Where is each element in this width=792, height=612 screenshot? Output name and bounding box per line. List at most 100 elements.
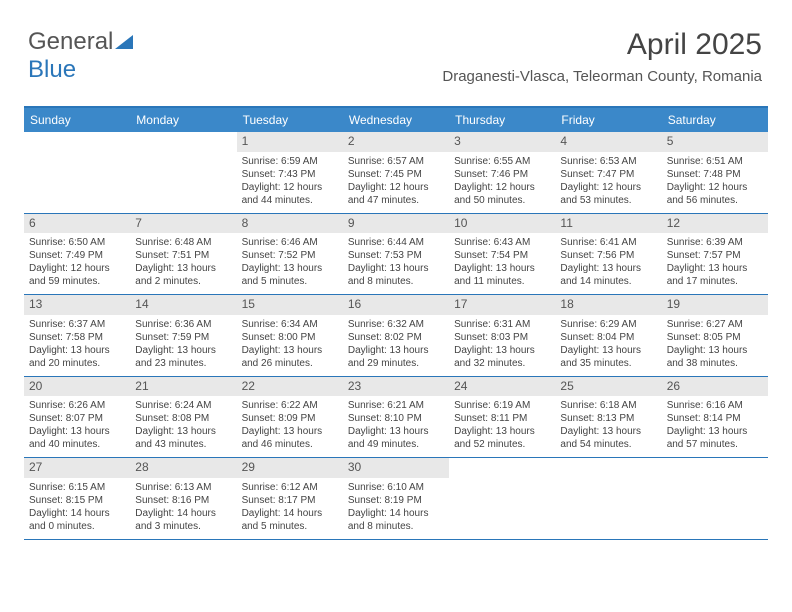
calendar-cell: 20Sunrise: 6:26 AMSunset: 8:07 PMDayligh…: [24, 377, 130, 458]
day-number: 19: [662, 295, 768, 315]
daylight-text: Daylight: 14 hours: [242, 507, 338, 520]
sunset-text: Sunset: 7:52 PM: [242, 249, 338, 262]
sunrise-text: Sunrise: 6:12 AM: [242, 481, 338, 494]
daylight-text: and 52 minutes.: [454, 438, 550, 451]
calendar-cell: [449, 458, 555, 539]
calendar-cell: 25Sunrise: 6:18 AMSunset: 8:13 PMDayligh…: [555, 377, 661, 458]
sunrise-text: Sunrise: 6:41 AM: [560, 236, 656, 249]
daylight-text: and 44 minutes.: [242, 194, 338, 207]
sunset-text: Sunset: 8:08 PM: [135, 412, 231, 425]
sunrise-text: Sunrise: 6:48 AM: [135, 236, 231, 249]
daylight-text: Daylight: 13 hours: [242, 425, 338, 438]
sunrise-text: Sunrise: 6:36 AM: [135, 318, 231, 331]
day-number: 21: [130, 377, 236, 397]
daylight-text: and 59 minutes.: [29, 275, 125, 288]
daylight-text: and 0 minutes.: [29, 520, 125, 533]
sunset-text: Sunset: 8:00 PM: [242, 331, 338, 344]
sunset-text: Sunset: 7:43 PM: [242, 168, 338, 181]
calendar-cell: 30Sunrise: 6:10 AMSunset: 8:19 PMDayligh…: [343, 458, 449, 539]
daylight-text: Daylight: 13 hours: [135, 262, 231, 275]
calendar-cell: 22Sunrise: 6:22 AMSunset: 8:09 PMDayligh…: [237, 377, 343, 458]
sunrise-text: Sunrise: 6:15 AM: [29, 481, 125, 494]
sunrise-text: Sunrise: 6:39 AM: [667, 236, 763, 249]
calendar-cell: 9Sunrise: 6:44 AMSunset: 7:53 PMDaylight…: [343, 214, 449, 295]
sunset-text: Sunset: 7:49 PM: [29, 249, 125, 262]
sunset-text: Sunset: 8:11 PM: [454, 412, 550, 425]
calendar-cell: 12Sunrise: 6:39 AMSunset: 7:57 PMDayligh…: [662, 214, 768, 295]
calendar-cell: 23Sunrise: 6:21 AMSunset: 8:10 PMDayligh…: [343, 377, 449, 458]
sunrise-text: Sunrise: 6:53 AM: [560, 155, 656, 168]
daylight-text: Daylight: 14 hours: [29, 507, 125, 520]
week-row: 20Sunrise: 6:26 AMSunset: 8:07 PMDayligh…: [24, 377, 768, 459]
daylight-text: and 17 minutes.: [667, 275, 763, 288]
daylight-text: and 32 minutes.: [454, 357, 550, 370]
calendar-cell: 28Sunrise: 6:13 AMSunset: 8:16 PMDayligh…: [130, 458, 236, 539]
day-number: 28: [130, 458, 236, 478]
daylight-text: Daylight: 13 hours: [454, 425, 550, 438]
sunset-text: Sunset: 8:13 PM: [560, 412, 656, 425]
calendar-cell: 17Sunrise: 6:31 AMSunset: 8:03 PMDayligh…: [449, 295, 555, 376]
day-number: 3: [449, 132, 555, 152]
day-header: Friday: [555, 108, 661, 132]
day-number: 6: [24, 214, 130, 234]
calendar-cell: 7Sunrise: 6:48 AMSunset: 7:51 PMDaylight…: [130, 214, 236, 295]
location: Draganesti-Vlasca, Teleorman County, Rom…: [442, 68, 762, 85]
daylight-text: and 20 minutes.: [29, 357, 125, 370]
sunrise-text: Sunrise: 6:43 AM: [454, 236, 550, 249]
daylight-text: Daylight: 13 hours: [560, 344, 656, 357]
daylight-text: Daylight: 13 hours: [560, 425, 656, 438]
daylight-text: Daylight: 12 hours: [242, 181, 338, 194]
calendar: Sunday Monday Tuesday Wednesday Thursday…: [24, 106, 768, 540]
daylight-text: Daylight: 13 hours: [454, 262, 550, 275]
calendar-cell: 15 Sunrise: 6:34 AMSunset: 8:00 PMDayligh…: [237, 295, 343, 376]
daylight-text: Daylight: 14 hours: [348, 507, 444, 520]
sunrise-text: Sunrise: 6:29 AM: [560, 318, 656, 331]
day-number: 15: [237, 295, 343, 315]
sunset-text: Sunset: 8:10 PM: [348, 412, 444, 425]
day-number: 2: [343, 132, 449, 152]
sunset-text: Sunset: 7:53 PM: [348, 249, 444, 262]
day-header-row: Sunday Monday Tuesday Wednesday Thursday…: [24, 108, 768, 132]
day-number: 30: [343, 458, 449, 478]
daylight-text: Daylight: 14 hours: [135, 507, 231, 520]
daylight-text: and 5 minutes.: [242, 275, 338, 288]
sunrise-text: Sunrise: 6:26 AM: [29, 399, 125, 412]
daylight-text: Daylight: 13 hours: [135, 344, 231, 357]
sunrise-text: Sunrise: 6:22 AM: [242, 399, 338, 412]
sunset-text: Sunset: 7:48 PM: [667, 168, 763, 181]
day-header: Monday: [130, 108, 236, 132]
daylight-text: Daylight: 12 hours: [29, 262, 125, 275]
day-number: 16: [343, 295, 449, 315]
daylight-text: and 8 minutes.: [348, 520, 444, 533]
sunrise-text: Sunrise: 6:19 AM: [454, 399, 550, 412]
sunrise-text: Sunrise: 6:51 AM: [667, 155, 763, 168]
daylight-text: and 35 minutes.: [560, 357, 656, 370]
sunset-text: Sunset: 8:16 PM: [135, 494, 231, 507]
header: April 2025 Draganesti-Vlasca, Teleorman …: [442, 28, 762, 85]
sunrise-text: Sunrise: 6:10 AM: [348, 481, 444, 494]
calendar-cell: 27Sunrise: 6:15 AMSunset: 8:15 PMDayligh…: [24, 458, 130, 539]
daylight-text: Daylight: 13 hours: [348, 425, 444, 438]
calendar-cell: 24Sunrise: 6:19 AMSunset: 8:11 PMDayligh…: [449, 377, 555, 458]
day-number: 7: [130, 214, 236, 234]
daylight-text: Daylight: 13 hours: [667, 425, 763, 438]
calendar-cell: 18Sunrise: 6:29 AMSunset: 8:04 PMDayligh…: [555, 295, 661, 376]
logo: General Blue: [28, 28, 133, 84]
calendar-cell: 10Sunrise: 6:43 AMSunset: 7:54 PMDayligh…: [449, 214, 555, 295]
day-number: 17: [449, 295, 555, 315]
day-number: 26: [662, 377, 768, 397]
sunrise-text: Sunrise: 6:34 AM: [242, 318, 338, 331]
calendar-cell: 4Sunrise: 6:53 AMSunset: 7:47 PMDaylight…: [555, 132, 661, 213]
sunrise-text: Sunrise: 6:37 AM: [29, 318, 125, 331]
daylight-text: Daylight: 13 hours: [135, 425, 231, 438]
daylight-text: Daylight: 13 hours: [29, 344, 125, 357]
calendar-cell: 19Sunrise: 6:27 AMSunset: 8:05 PMDayligh…: [662, 295, 768, 376]
sunset-text: Sunset: 7:54 PM: [454, 249, 550, 262]
daylight-text: Daylight: 13 hours: [242, 344, 338, 357]
sunrise-text: Sunrise: 6:21 AM: [348, 399, 444, 412]
daylight-text: Daylight: 13 hours: [667, 262, 763, 275]
calendar-cell: 26Sunrise: 6:16 AMSunset: 8:14 PMDayligh…: [662, 377, 768, 458]
day-number: 8: [237, 214, 343, 234]
sunrise-text: Sunrise: 6:55 AM: [454, 155, 550, 168]
day-number: 12: [662, 214, 768, 234]
